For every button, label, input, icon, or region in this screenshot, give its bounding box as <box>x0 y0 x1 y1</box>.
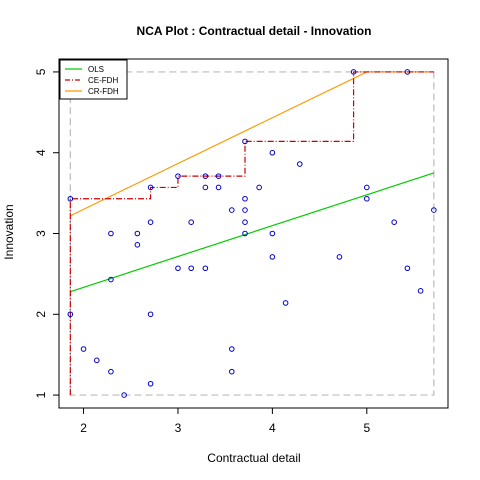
data-point <box>364 195 370 202</box>
chart-title: NCA Plot : Contractual detail - Innovati… <box>137 24 372 38</box>
legend-label-cr-fdh: CR-FDH <box>88 87 119 96</box>
data-point <box>228 207 235 213</box>
data-point <box>188 265 194 272</box>
data-point <box>296 161 303 167</box>
x-tick-label: 2 <box>80 421 87 435</box>
data-point <box>108 368 114 375</box>
data-point <box>404 265 411 272</box>
data-point <box>242 219 248 225</box>
data-point <box>242 207 248 213</box>
data-point <box>269 230 276 237</box>
y-tick-label: 1 <box>34 391 48 398</box>
data-point <box>134 230 141 237</box>
data-point <box>269 149 276 156</box>
data-point <box>431 207 437 213</box>
data-point <box>242 138 248 145</box>
data-point <box>202 184 209 191</box>
ceiling-lines <box>69 71 435 396</box>
data-point <box>282 300 289 306</box>
y-axis: 1 2 3 4 5 <box>34 68 59 398</box>
x-tick-label: 5 <box>363 421 370 435</box>
legend-label-ols: OLS <box>88 65 104 74</box>
data-point <box>121 392 127 398</box>
y-tick-label: 4 <box>34 149 48 156</box>
data-point <box>391 219 397 225</box>
data-point <box>215 173 222 179</box>
legend: OLS CE-FDH CR-FDH <box>59 59 128 100</box>
data-point <box>364 184 370 191</box>
data-points <box>67 69 437 398</box>
legend-box <box>59 59 128 100</box>
data-point <box>228 346 235 352</box>
data-point <box>147 311 154 318</box>
data-point <box>228 368 235 375</box>
data-point <box>242 195 248 202</box>
data-point <box>67 311 74 318</box>
data-point <box>242 230 248 237</box>
data-point <box>147 219 154 225</box>
data-point <box>80 346 87 352</box>
data-point <box>93 357 100 364</box>
y-axis-label: Innovation <box>2 204 16 259</box>
data-point <box>215 184 222 191</box>
data-point <box>256 184 262 191</box>
data-point <box>269 254 276 260</box>
scope-box <box>69 71 435 396</box>
data-point <box>134 242 141 248</box>
legend-label-ce-fdh: CE-FDH <box>88 76 118 85</box>
x-tick-label: 3 <box>175 421 182 435</box>
data-point <box>108 230 114 237</box>
data-point <box>404 69 411 75</box>
y-tick-label: 2 <box>34 311 48 318</box>
x-axis: 2 3 4 5 <box>80 408 370 435</box>
data-point <box>202 173 209 179</box>
data-point <box>202 265 209 272</box>
x-axis-label: Contractual detail <box>207 451 300 465</box>
y-tick-label: 3 <box>34 230 48 237</box>
scope-rectangle <box>69 71 435 396</box>
data-point <box>147 184 154 191</box>
ce-fdh-line <box>69 71 434 396</box>
data-point <box>417 288 424 294</box>
data-point <box>147 380 154 387</box>
y-tick-label: 5 <box>34 68 48 75</box>
data-point <box>175 265 181 272</box>
data-point <box>67 195 74 202</box>
ols-line <box>70 172 435 293</box>
data-point <box>108 276 114 283</box>
data-point <box>350 69 357 75</box>
plot-frame <box>58 58 449 409</box>
data-point <box>188 219 194 225</box>
data-point <box>175 173 181 179</box>
x-tick-label: 4 <box>269 421 276 435</box>
data-point <box>336 254 343 260</box>
